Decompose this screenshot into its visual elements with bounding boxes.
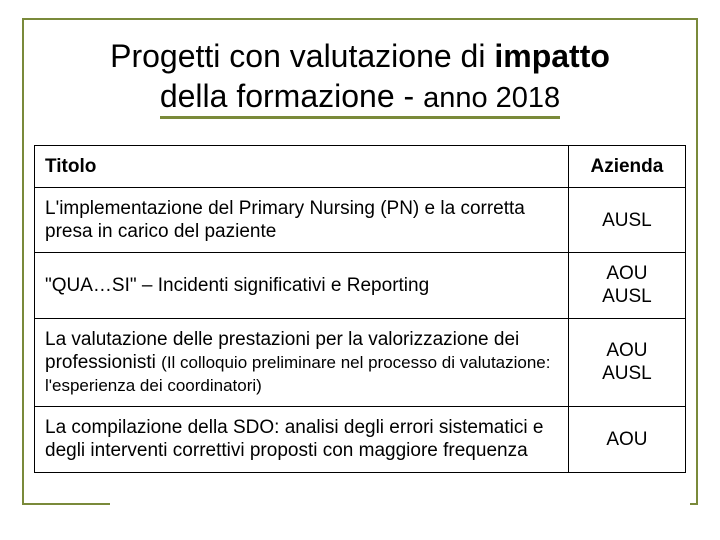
header-azienda: Azienda — [568, 145, 685, 187]
slide-frame: Progetti con valutazione di impatto dell… — [22, 18, 698, 505]
title-line2-small: anno 2018 — [423, 82, 560, 114]
cell-title: La valutazione delle prestazioni per la … — [35, 318, 569, 407]
title-underline: della formazione - anno 2018 — [160, 77, 560, 119]
slide-title: Progetti con valutazione di impatto dell… — [52, 36, 668, 119]
title-block: Progetti con valutazione di impatto dell… — [24, 20, 696, 119]
cell-azienda: AUSL — [568, 187, 685, 252]
table-row: La valutazione delle prestazioni per la … — [35, 318, 686, 407]
cell-azienda: AOU AUSL — [568, 318, 685, 407]
frame-notch-bottom — [110, 502, 690, 510]
projects-table: Titolo Azienda L'implementazione del Pri… — [34, 145, 686, 473]
cell-title-main: L'implementazione del Primary Nursing (P… — [45, 198, 525, 242]
cell-title-main: La compilazione della SDO: analisi degli… — [45, 417, 543, 461]
cell-title: L'implementazione del Primary Nursing (P… — [35, 187, 569, 252]
title-line1-bold: impatto — [494, 38, 610, 74]
cell-title: "QUA…SI" – Incidenti significativi e Rep… — [35, 253, 569, 318]
header-titolo: Titolo — [35, 145, 569, 187]
table-container: Titolo Azienda L'implementazione del Pri… — [24, 119, 696, 473]
table-row: La compilazione della SDO: analisi degli… — [35, 407, 686, 472]
cell-azienda: AOU AUSL — [568, 253, 685, 318]
cell-title: La compilazione della SDO: analisi degli… — [35, 407, 569, 472]
table-header-row: Titolo Azienda — [35, 145, 686, 187]
table-row: L'implementazione del Primary Nursing (P… — [35, 187, 686, 252]
title-line2-plain: della formazione - — [160, 78, 423, 114]
title-line1-plain: Progetti con valutazione di — [110, 38, 494, 74]
cell-azienda: AOU — [568, 407, 685, 472]
table-row: "QUA…SI" – Incidenti significativi e Rep… — [35, 253, 686, 318]
cell-title-main: "QUA…SI" – Incidenti significativi e Rep… — [45, 275, 429, 296]
